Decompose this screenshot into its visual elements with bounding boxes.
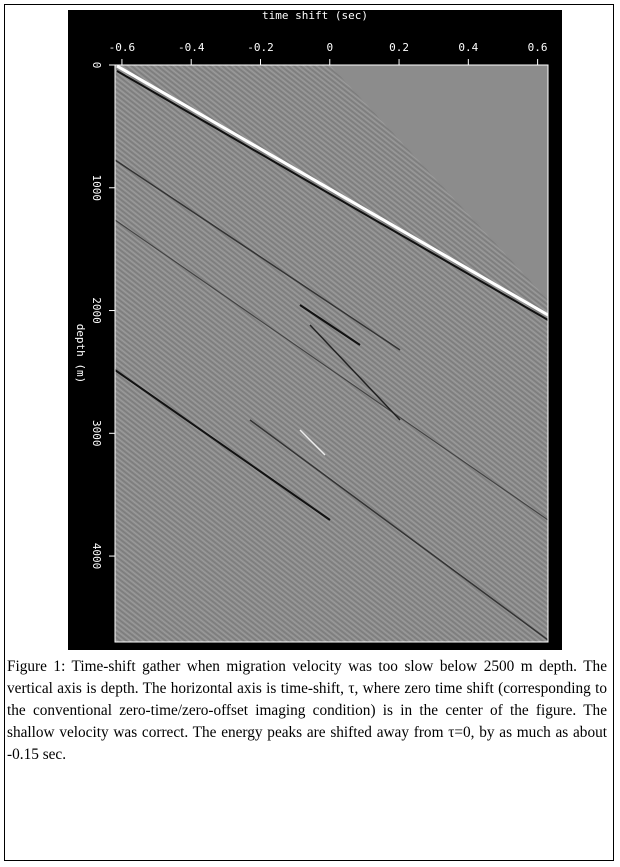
plot-border [114,64,549,643]
figure-frame [4,4,614,861]
seismic-image [115,65,548,642]
x-tick-label: 0.6 [528,41,548,54]
y-tick-label: 3000 [90,420,103,447]
chart-title: time shift (sec) [262,9,368,22]
x-tick-label: 0.2 [389,41,409,54]
y-tick-label: 1000 [90,175,103,202]
y-tick-label: 0 [90,62,103,69]
x-tick-label: -0.4 [178,41,205,54]
y-axis-label: depth (m) [74,324,87,384]
x-tick-label: -0.6 [109,41,136,54]
x-tick-label: 0.4 [458,41,478,54]
y-tick-label: 2000 [90,297,103,324]
caption: Figure 1: Time-shift gather when migrati… [7,658,607,763]
x-tick-label: -0.2 [247,41,274,54]
figure: time shift (sec) -0.6 -0.4 -0.2 0 0.2 0.4 0.6 0… [68,9,562,650]
x-tick-label: 0 [326,41,333,54]
y-tick-label: 4000 [90,543,103,570]
